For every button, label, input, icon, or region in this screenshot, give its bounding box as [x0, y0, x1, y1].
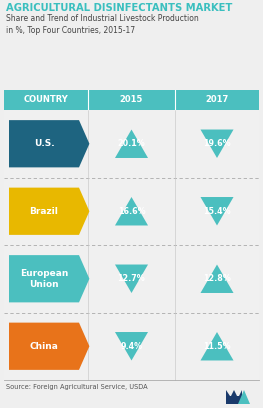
- Polygon shape: [200, 129, 234, 158]
- Text: Share and Trend of Industrial Livestock Production
in %, Top Four Countries, 201: Share and Trend of Industrial Livestock …: [6, 14, 199, 35]
- Polygon shape: [115, 129, 148, 158]
- Text: 12.8%: 12.8%: [203, 274, 231, 283]
- Text: 19.6%: 19.6%: [203, 139, 231, 148]
- Polygon shape: [9, 323, 89, 370]
- Text: 11.5%: 11.5%: [203, 342, 231, 351]
- Text: 9.4%: 9.4%: [120, 342, 143, 351]
- Polygon shape: [9, 120, 89, 167]
- Text: 16.6%: 16.6%: [118, 207, 145, 216]
- Text: European
Union: European Union: [20, 269, 68, 289]
- Polygon shape: [238, 390, 250, 404]
- Text: COUNTRY: COUNTRY: [24, 95, 68, 104]
- Polygon shape: [9, 188, 89, 235]
- Polygon shape: [9, 255, 89, 302]
- Bar: [4, 90, 259, 110]
- Polygon shape: [115, 264, 148, 293]
- Text: China: China: [29, 342, 58, 351]
- Polygon shape: [200, 197, 234, 226]
- Text: 15.4%: 15.4%: [203, 207, 231, 216]
- Text: Source: Foreign Agricultural Service, USDA: Source: Foreign Agricultural Service, US…: [6, 384, 148, 390]
- Text: 2015: 2015: [120, 95, 143, 104]
- Text: 20.1%: 20.1%: [118, 139, 145, 148]
- Polygon shape: [234, 390, 242, 404]
- Text: 2017: 2017: [205, 95, 229, 104]
- Text: Brazil: Brazil: [29, 207, 58, 216]
- Polygon shape: [226, 390, 234, 404]
- Polygon shape: [115, 197, 148, 226]
- Text: 12.7%: 12.7%: [118, 274, 145, 283]
- Text: AGRICULTURAL DISINFECTANTS MARKET: AGRICULTURAL DISINFECTANTS MARKET: [6, 3, 232, 13]
- Polygon shape: [200, 332, 234, 361]
- Bar: [4, 90, 259, 380]
- Polygon shape: [200, 264, 234, 293]
- Text: U.S.: U.S.: [34, 139, 54, 148]
- Polygon shape: [115, 332, 148, 361]
